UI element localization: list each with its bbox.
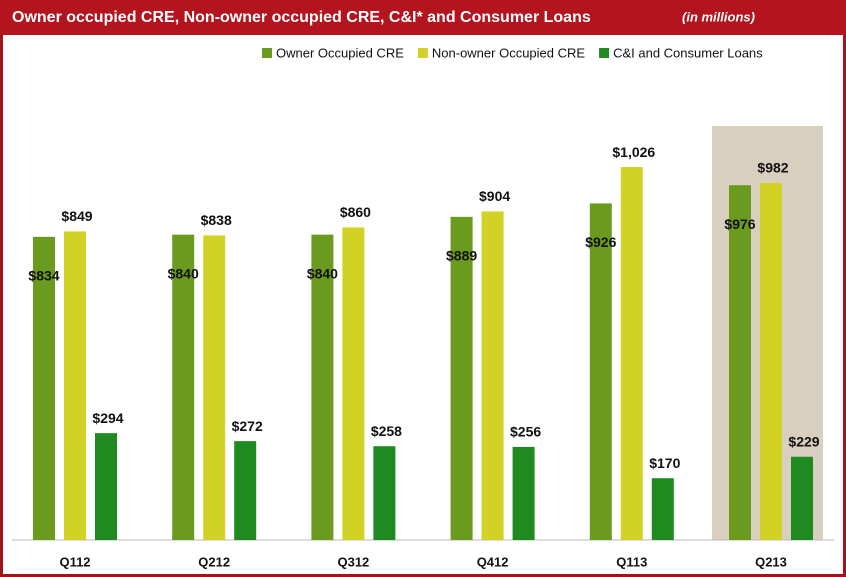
data-label: $840 <box>307 265 338 281</box>
data-label: $258 <box>371 423 402 439</box>
data-label: $904 <box>479 188 510 204</box>
data-label: $256 <box>510 424 541 440</box>
data-label: $840 <box>168 265 199 281</box>
bar <box>651 478 674 540</box>
x-tick-label: Q112 <box>59 554 90 569</box>
data-label: $976 <box>724 216 755 232</box>
bar <box>512 446 535 540</box>
legend-label: C&I and Consumer Loans <box>613 45 763 60</box>
x-tick-label: Q212 <box>198 554 230 569</box>
bar <box>450 216 473 540</box>
bar <box>729 185 751 540</box>
data-label: $294 <box>92 410 123 426</box>
data-label: $926 <box>585 234 616 250</box>
data-label: $834 <box>28 268 59 284</box>
data-label: $860 <box>340 204 371 220</box>
bar <box>311 234 334 540</box>
x-tick-label: Q412 <box>477 554 509 569</box>
legend-swatch <box>599 48 610 58</box>
bar <box>373 446 396 540</box>
x-tick-label: Q312 <box>337 554 369 569</box>
bar <box>760 183 782 540</box>
bar <box>203 235 226 540</box>
bar <box>172 234 195 540</box>
data-label: $838 <box>201 212 232 228</box>
x-tick-label: Q113 <box>616 554 647 569</box>
title-bar <box>0 0 846 35</box>
x-tick-label: Q213 <box>755 554 787 569</box>
data-label: $849 <box>61 208 92 224</box>
chart-title: Owner occupied CRE, Non-owner occupied C… <box>12 9 591 26</box>
data-label: $982 <box>757 160 788 176</box>
bar <box>620 167 643 540</box>
bar <box>234 441 257 540</box>
bar <box>791 456 813 540</box>
bar <box>95 433 117 540</box>
legend-label: Non-owner Occupied CRE <box>432 45 586 60</box>
data-label: $1,026 <box>612 144 655 160</box>
data-label: $229 <box>788 433 819 449</box>
legend-label: Owner Occupied CRE <box>276 45 404 60</box>
bar <box>33 236 55 540</box>
legend-swatch <box>417 48 428 58</box>
data-label: $170 <box>649 455 680 471</box>
chart-subtitle: (in millions) <box>682 9 755 24</box>
data-label: $272 <box>232 418 263 434</box>
bar <box>481 211 504 540</box>
legend-swatch <box>262 48 272 58</box>
bar <box>342 227 365 540</box>
data-label: $889 <box>446 248 477 264</box>
bar <box>589 203 612 541</box>
bar <box>64 231 86 541</box>
